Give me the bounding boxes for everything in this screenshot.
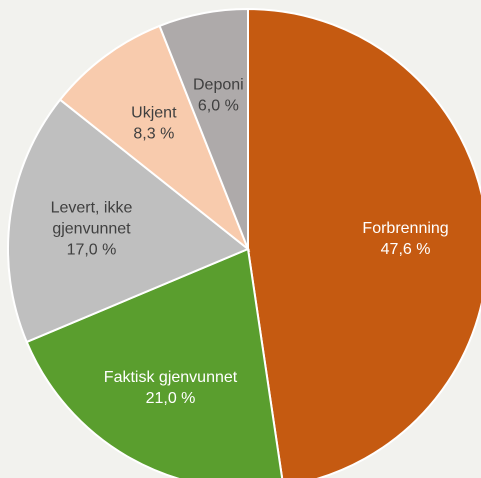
pie-slices [7,7,481,478]
pie-value-label: 6,0 % [198,97,239,114]
pie-slice-ukjent [58,24,251,253]
pie-category-label: Forbrenning [362,220,448,237]
pie-category-label: Ukjent [131,105,177,122]
pie-slice-levert-ikke-gjenvunnet [7,98,250,344]
pie-label-faktisk-gjenvunnet: Faktisk gjenvunnet 21,0 % [104,369,238,407]
pie-value-label: 8,3 % [133,126,174,143]
pie-value-label: 17,0 % [67,241,117,258]
pie-slice-faktisk-gjenvunnet [25,247,284,478]
pie-category-label: Deponi [193,76,244,93]
pie-label-ukjent: Ukjent 8,3 % [131,105,177,143]
pie-label-deponi: Deponi 6,0 % [193,76,244,114]
pie-value-label: 21,0 % [146,390,196,407]
pie-value-label: 47,6 % [381,241,431,258]
pie-labels: Forbrenning 47,6 % Faktisk gjenvunnet 21,0 … [51,76,449,407]
pie-category-label: gjenvunnet [52,220,131,237]
pie-slice-deponi [158,7,249,250]
pie-label-forbrenning: Forbrenning 47,6 % [362,220,448,258]
pie-label-levert-ikke-gjenvunnet: Levert, ikke gjenvunnet 17,0 % [51,199,133,258]
pie-category-label: Faktisk gjenvunnet [104,369,238,386]
pie-category-label: Levert, ikke [51,199,133,216]
pie-slice-forbrenning [247,7,481,478]
